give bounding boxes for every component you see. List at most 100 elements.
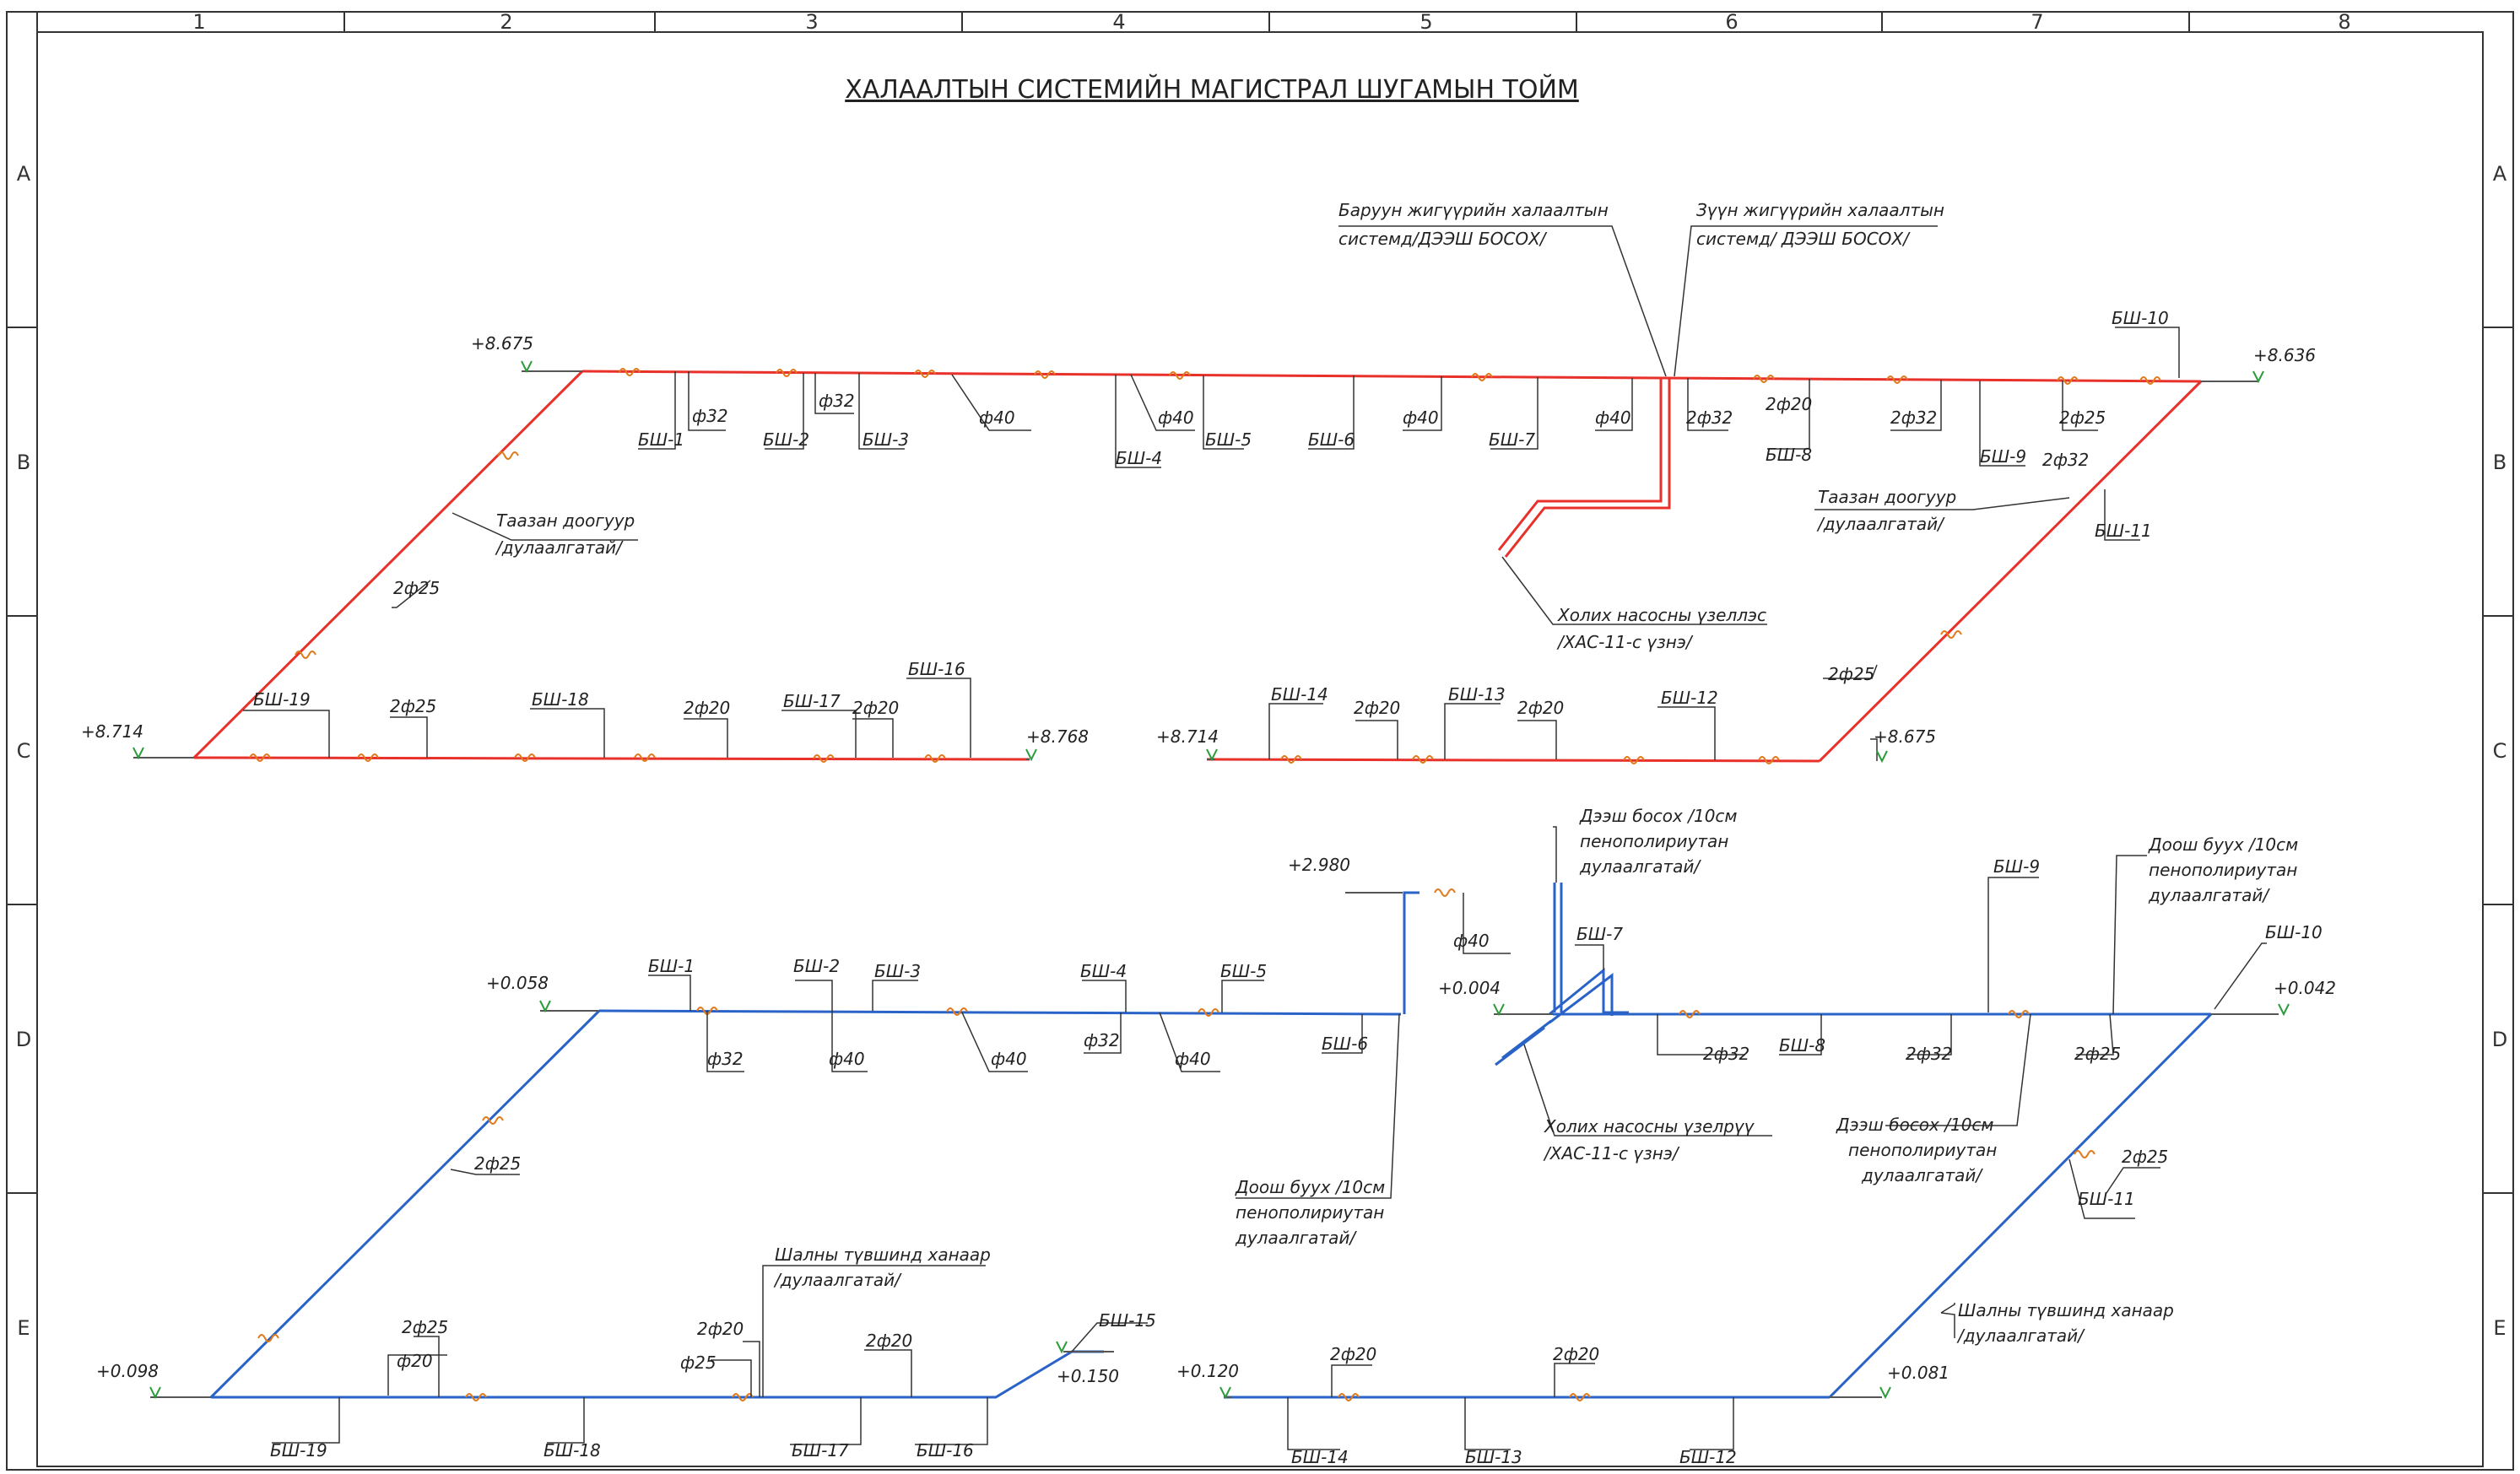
lower-bsh-12: БШ-12	[1679, 1447, 1737, 1467]
upper-dia-2: ф32	[819, 391, 855, 411]
grid-row-b-left: B	[17, 451, 30, 474]
lower-dia-3: ф40	[991, 1049, 1027, 1069]
grid-col-8: 8	[2338, 10, 2350, 34]
note-pump-lower-line2: /ХАС-11-с үзнэ/	[1543, 1143, 1680, 1164]
lower-bsh-2: БШ-2	[793, 956, 840, 976]
note-up-insul-1-line2: пенополириутан	[1580, 831, 1728, 851]
note-floor-left-line1: Шалны түвшинд ханаар	[775, 1245, 991, 1265]
lower-bsh-16: БШ-16	[917, 1440, 974, 1461]
grid-row-a-right: A	[2493, 162, 2507, 186]
upper-bsh-17: БШ-17	[783, 691, 841, 711]
grid-col-4: 4	[1112, 10, 1125, 34]
upper-level-3: +8.714	[81, 721, 143, 742]
upper-level-4: +8.768	[1026, 726, 1089, 747]
grid-labels: 1 2 3 4 5 6 7 8 A B C D E A B C D E	[16, 10, 2507, 1340]
note-down-insul-2-line3: дулаалгатай/	[1235, 1228, 1357, 1248]
upper-bsh-19: БШ-19	[253, 689, 311, 710]
upper-dia-18: 2ф20	[1766, 394, 1812, 414]
lower-level-3: +0.004	[1438, 978, 1501, 998]
upper-bsh-8: БШ-8	[1766, 445, 1812, 465]
lower-bsh-5: БШ-5	[1220, 961, 1267, 981]
lower-dia-6: ф40	[1453, 931, 1490, 951]
lower-bsh-9: БШ-9	[1993, 856, 2040, 877]
upper-bsh-14: БШ-14	[1271, 684, 1328, 705]
upper-bsh-2: БШ-2	[763, 429, 809, 450]
return-insulation-marks	[257, 888, 2095, 1401]
note-down-insul-2-line1: Доош бууx /10см	[1235, 1177, 1385, 1197]
upper-dia-5: ф40	[1403, 408, 1439, 428]
return-labels: +2.980 +0.058 +0.004 +0.042 +0.098 +0.15…	[96, 806, 2336, 1467]
upper-dia-9: 2ф25	[2059, 408, 2106, 428]
upper-level-6: +8.675	[1874, 726, 1936, 747]
lower-bsh-10: БШ-10	[2265, 922, 2323, 942]
note-ceiling-left-line2: /дулаалгатай/	[495, 537, 624, 558]
supply-diagonal-right	[1818, 380, 2203, 763]
lower-dia-18: ф20	[397, 1351, 433, 1371]
supply-pump-branch-1	[1497, 378, 1663, 551]
lower-dia-7: 2ф32	[1703, 1044, 1749, 1064]
note-ceiling-left-line1: Таазан доогуур	[496, 510, 635, 531]
lower-bsh-1: БШ-1	[648, 956, 695, 976]
lower-level-7: +0.120	[1176, 1361, 1239, 1381]
upper-bsh-18: БШ-18	[532, 689, 589, 710]
supply-pipework	[192, 370, 2203, 763]
note-down-insul-1-line2: пенополириутан	[2149, 860, 2297, 880]
grid-row-c-right: C	[2493, 739, 2507, 763]
lower-bsh-4: БШ-4	[1080, 961, 1127, 981]
lower-bsh-14: БШ-14	[1291, 1447, 1349, 1467]
note-down-insul-2-line2: пенополириутан	[1236, 1202, 1384, 1223]
supply-leaders	[243, 225, 2180, 761]
lower-bsh-6: БШ-6	[1322, 1034, 1368, 1054]
note-pump-upper-line2: /ХАС-11-с үзнэ/	[1556, 632, 1694, 652]
lower-dia-10: 2ф25	[2122, 1147, 2168, 1167]
grid-col-6: 6	[1725, 10, 1738, 34]
return-pump-1	[1549, 967, 1629, 1016]
lower-dia-8: 2ф32	[1906, 1044, 1952, 1064]
note-up-insul-1-line1: Дээш босох /10см	[1579, 806, 1738, 826]
lower-dia-4: ф32	[1084, 1030, 1120, 1050]
upper-dia-3: ф40	[979, 408, 1015, 428]
lower-dia-15: ф25	[680, 1353, 717, 1373]
return-drop-left	[1403, 891, 1420, 1014]
note-up-insul-1-line3: дулаалгатай/	[1579, 856, 1701, 877]
lower-dia-12: 2ф20	[1330, 1344, 1376, 1364]
level-markers	[132, 360, 2290, 1400]
upper-bsh-9: БШ-9	[1980, 446, 2026, 467]
lower-dia-5: ф40	[1175, 1049, 1211, 1069]
grid-row-d-right: D	[2492, 1028, 2507, 1051]
upper-bsh-4: БШ-4	[1116, 448, 1162, 468]
upper-bsh-11: БШ-11	[2095, 521, 2152, 541]
upper-dia-1: ф32	[692, 406, 728, 426]
upper-dia-16: 2ф20	[684, 698, 730, 718]
lower-dia-9: 2ф25	[2074, 1044, 2121, 1064]
supply-bottom-left	[193, 756, 1030, 761]
upper-dia-14: 2ф20	[1517, 698, 1564, 718]
return-bottom-left	[211, 1350, 1104, 1399]
upper-bsh-10: БШ-10	[2112, 308, 2169, 328]
upper-dia-12: 2ф25	[393, 578, 440, 598]
return-pump-4	[1495, 1026, 1545, 1066]
grid-row-d-left: D	[16, 1028, 31, 1051]
return-diagonal-right	[1828, 1012, 2213, 1399]
note-down-insul-1-line3: дулаалгатай/	[2148, 885, 2270, 905]
lower-dia-14: 2ф20	[866, 1331, 912, 1351]
grid-col-2: 2	[500, 10, 512, 34]
upper-level-2: +8.636	[2253, 345, 2316, 365]
upper-level-1: +8.675	[471, 333, 533, 354]
lower-level-4: +0.042	[2274, 978, 2336, 998]
return-pump-2	[1549, 972, 1614, 1024]
upper-dia-4: ф40	[1158, 408, 1194, 428]
lower-bsh-11: БШ-11	[2078, 1189, 2135, 1209]
lower-bsh-7: БШ-7	[1576, 924, 1623, 944]
lower-level-1: +2.980	[1288, 855, 1350, 875]
supply-insulation-marks	[249, 368, 2161, 764]
lower-dia-17: 2ф25	[402, 1317, 448, 1337]
note-floor-right-line2: /дулаалгатай/	[1956, 1326, 2085, 1346]
note-left-branch-line1: Зүүн жигүүрийн халаалтын	[1696, 200, 1944, 220]
upper-dia-10: 2ф32	[2042, 450, 2089, 470]
note-right-branch-line2: системд/ДЭЭШ БОСОХ/	[1338, 229, 1548, 249]
note-left-branch-line2: системд/ ДЭЭШ БОСОХ/	[1696, 229, 1911, 249]
grid-row-a-left: A	[17, 162, 31, 186]
upper-dia-8: 2ф32	[1890, 408, 1937, 428]
upper-bsh-3: БШ-3	[863, 429, 909, 450]
